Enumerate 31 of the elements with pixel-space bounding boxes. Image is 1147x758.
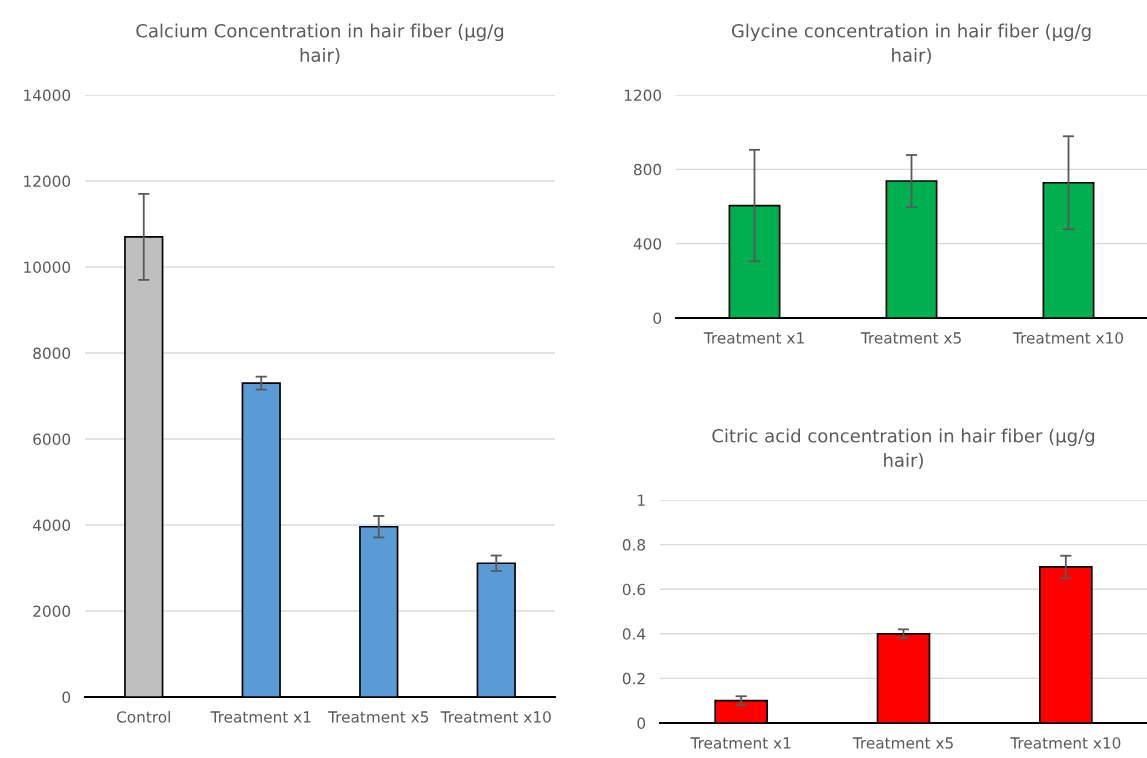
x-tick-label: Treatment x5 [852, 737, 953, 749]
y-tick-label: 10000 [24, 261, 71, 274]
y-tick-label: 1 [638, 494, 645, 506]
y-tick-label: 0 [637, 717, 646, 730]
y-tick-label: 4000 [32, 519, 71, 532]
y-tick-label: 14000 [24, 89, 71, 102]
y-tick-label: 0 [653, 312, 662, 325]
y-tick-label: 0.4 [622, 628, 646, 640]
y-tick-label: 2000 [33, 605, 71, 618]
chart-title: Calcium Concentration in hair fiber (µg/g hair) [136, 23, 504, 65]
x-tick-label: Treatment x10 [440, 711, 551, 723]
x-tick-label: Treatment x5 [860, 332, 961, 344]
chart-title: Glycine concentration in hair fiber (µg/g hair) [731, 23, 1091, 65]
x-tick-label: Treatment x1 [210, 711, 311, 723]
y-tick-label: 400 [633, 238, 662, 250]
x-tick-label: Treatment x1 [690, 737, 791, 749]
x-tick-label: Treatment x10 [1010, 737, 1121, 749]
x-tick-label: Treatment x10 [1012, 332, 1124, 344]
y-tick-label: 8000 [33, 347, 71, 360]
y-tick-label: 800 [633, 163, 662, 176]
chart-title: Citric acid concentration in hair fiber (µg/g hair) [712, 428, 1095, 470]
y-tick-label: 0.6 [622, 583, 646, 596]
y-tick-label: 0.2 [622, 672, 645, 685]
y-tick-label: 1200 [624, 89, 662, 102]
y-tick-label: 12000 [24, 175, 71, 188]
x-tick-label: Control [117, 710, 170, 723]
y-tick-label: 0.8 [622, 539, 646, 551]
x-tick-label: Treatment x1 [703, 332, 804, 344]
y-tick-label: 0 [62, 691, 71, 704]
x-tick-label: Treatment x5 [328, 711, 429, 723]
y-tick-label: 6000 [33, 433, 71, 446]
